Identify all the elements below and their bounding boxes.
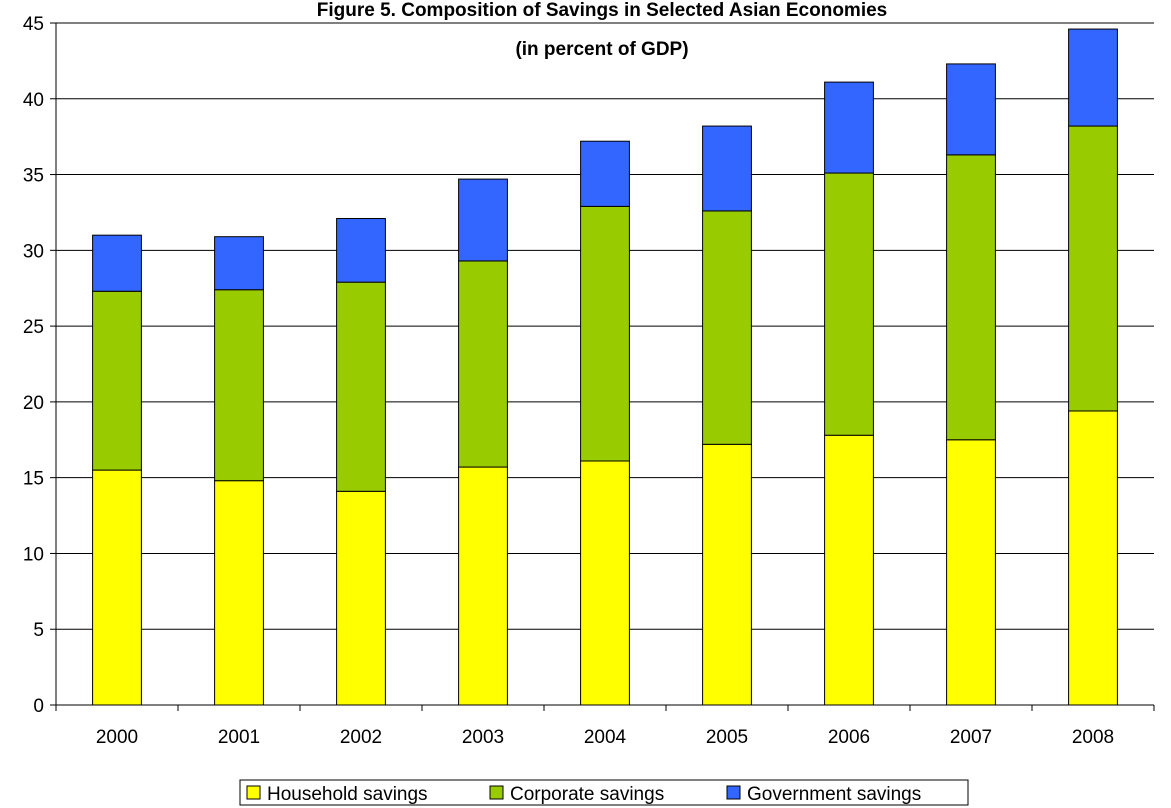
bar-government-savings-2004 (580, 140, 630, 207)
x-tick-label: 2002 (340, 727, 382, 748)
bar-corporate-savings-2005 (702, 210, 752, 445)
legend-label-government-savings: Government savings (747, 784, 921, 805)
bar-household-savings-2007 (946, 439, 996, 706)
bar-corporate-savings-2001 (214, 289, 264, 482)
bar-household-savings-2008 (1068, 410, 1118, 706)
bar-corporate-savings-2000 (92, 290, 142, 471)
x-tick-label: 2008 (1072, 727, 1114, 748)
bar-household-savings-2003 (458, 466, 508, 706)
x-tick-label: 2004 (584, 727, 627, 748)
bar-corporate-savings-2003 (458, 260, 508, 468)
axes (50, 22, 1155, 711)
bars (92, 28, 1118, 706)
bar-household-savings-2002 (336, 490, 386, 706)
bar-household-savings-2005 (702, 443, 752, 706)
y-tick-label: 5 (33, 620, 44, 641)
legend: Household savings Corporate savings Govern… (239, 779, 969, 806)
bar-household-savings-2006 (824, 434, 874, 706)
y-tick-label: 30 (23, 241, 44, 262)
x-tick-label: 2007 (950, 727, 992, 748)
x-tick-label: 2000 (96, 727, 138, 748)
bar-corporate-savings-2006 (824, 172, 874, 436)
bar-corporate-savings-2007 (946, 154, 996, 441)
y-tick-label: 20 (23, 393, 44, 414)
bar-government-savings-2008 (1068, 28, 1118, 127)
y-tick-label: 45 (23, 14, 44, 35)
bar-government-savings-2002 (336, 218, 386, 283)
bar-household-savings-2001 (214, 480, 264, 706)
y-tick-label: 25 (23, 317, 44, 338)
x-tick-label: 2005 (706, 727, 748, 748)
y-tick-label: 15 (23, 469, 44, 490)
y-tick-label: 10 (23, 544, 44, 565)
bar-government-savings-2003 (458, 178, 508, 262)
y-tick-labels: 0 5 10 15 20 25 30 35 40 45 (23, 14, 44, 717)
y-tick-label: 0 (33, 696, 44, 717)
legend-box (239, 779, 969, 806)
legend-label-corporate-savings: Corporate savings (510, 784, 664, 805)
bar-corporate-savings-2002 (336, 281, 386, 492)
x-tick-label: 2003 (462, 727, 504, 748)
x-tick-label: 2006 (828, 727, 870, 748)
y-tick-label: 40 (23, 90, 44, 111)
legend-swatch-household-savings (246, 785, 261, 800)
bar-household-savings-2004 (580, 460, 630, 706)
x-tick-labels: 2000 2001 2002 2003 2004 2005 2006 2007 2008 (96, 727, 1114, 748)
chart-title: Figure 5. Composition of Savings in Sele… (317, 0, 887, 21)
chart-subtitle: (in percent of GDP) (515, 39, 688, 60)
legend-swatch-corporate-savings (489, 785, 504, 800)
bar-government-savings-2006 (824, 81, 874, 174)
x-tick-label: 2001 (218, 727, 260, 748)
legend-label-household-savings: Household savings (267, 784, 428, 805)
bar-government-savings-2001 (214, 236, 264, 291)
y-tick-label: 35 (23, 166, 44, 187)
bar-government-savings-2000 (92, 234, 142, 292)
bar-corporate-savings-2004 (580, 205, 630, 462)
bar-government-savings-2005 (702, 125, 752, 212)
bar-household-savings-2000 (92, 469, 142, 706)
bar-government-savings-2007 (946, 63, 996, 156)
bar-corporate-savings-2008 (1068, 125, 1118, 412)
legend-swatch-government-savings (726, 785, 741, 800)
